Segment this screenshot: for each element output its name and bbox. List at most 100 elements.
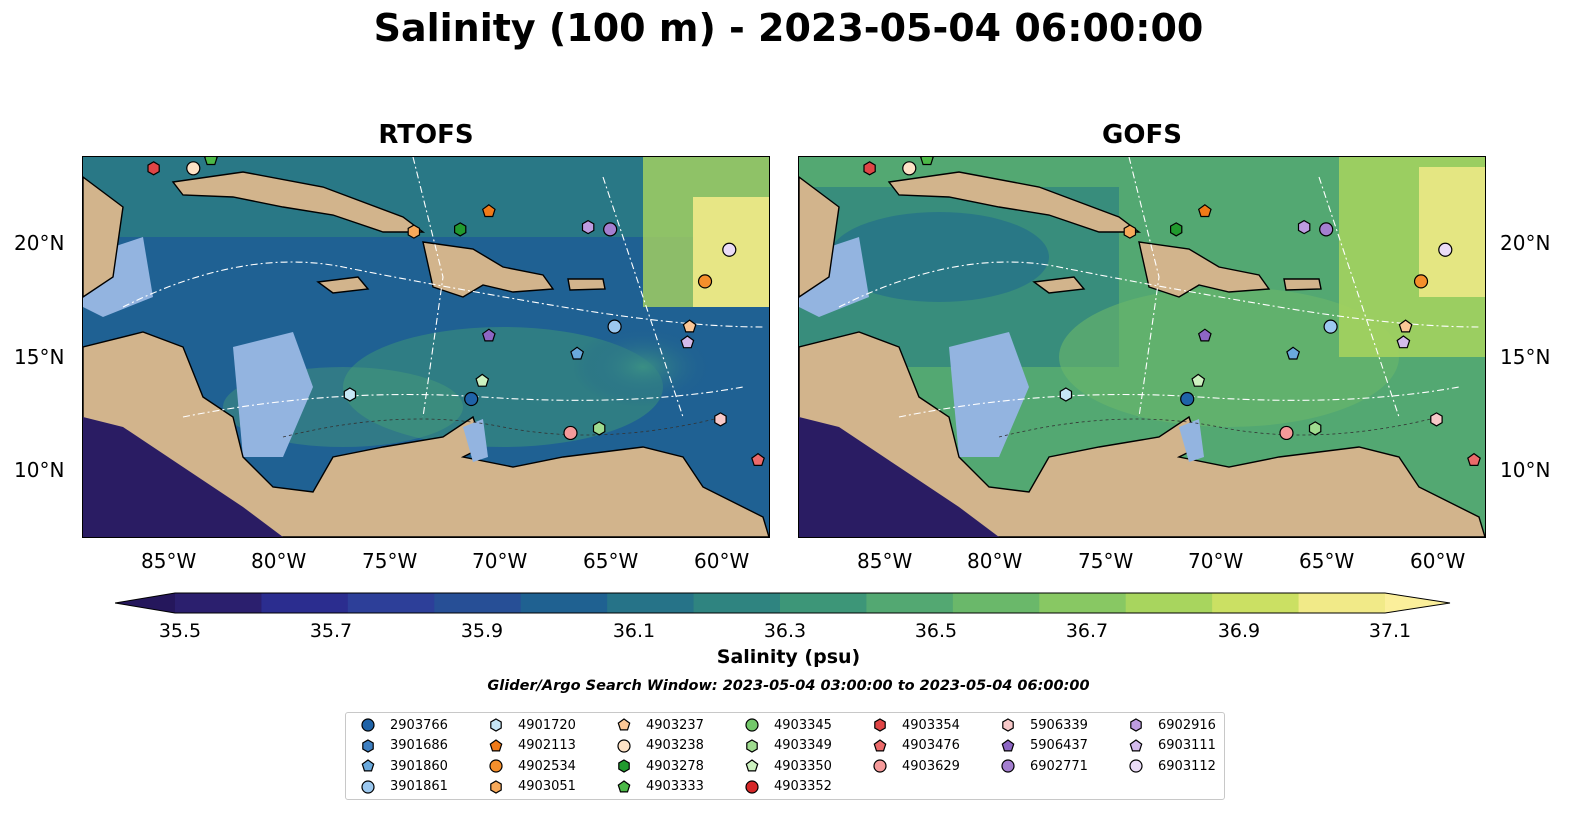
lon-tick-label: 75°W bbox=[362, 549, 418, 573]
legend-item: 4903354 bbox=[872, 715, 960, 735]
colorbar-tick-label: 35.5 bbox=[158, 620, 202, 642]
float-marker[interactable] bbox=[697, 274, 713, 289]
float-marker[interactable] bbox=[570, 346, 585, 360]
float-marker[interactable] bbox=[464, 391, 479, 407]
float-marker[interactable] bbox=[481, 204, 496, 218]
float-marker[interactable] bbox=[1297, 219, 1311, 235]
float-marker[interactable] bbox=[1413, 274, 1429, 289]
lat-tick-label: 20°N bbox=[1500, 231, 1551, 255]
eddy-field bbox=[1059, 287, 1399, 427]
float-marker[interactable] bbox=[475, 373, 490, 387]
land-jamaica bbox=[1032, 276, 1086, 294]
shelf bbox=[949, 332, 1029, 457]
colorbar-segment bbox=[1212, 593, 1300, 613]
boundary-line bbox=[412, 157, 444, 418]
float-legend: 2903766 3901686 3901860 3901861 4901720 49021… bbox=[345, 712, 1225, 800]
float-marker[interactable] bbox=[607, 319, 622, 334]
float-marker[interactable] bbox=[1430, 412, 1443, 427]
legend-label: 4903278 bbox=[646, 758, 704, 774]
lon-tick-label: 65°W bbox=[583, 549, 639, 573]
float-marker[interactable] bbox=[147, 161, 160, 176]
float-marker[interactable] bbox=[1467, 452, 1481, 466]
hexagon-marker-icon bbox=[618, 759, 630, 773]
legend-item: 5906437 bbox=[1000, 736, 1088, 756]
float-marker[interactable] bbox=[1279, 425, 1294, 441]
circle-marker-icon bbox=[873, 759, 887, 773]
map-rtofs[interactable] bbox=[82, 156, 770, 538]
legend-label: 4903237 bbox=[646, 717, 704, 733]
legend-label: 4903349 bbox=[774, 738, 832, 753]
lat-tick-label: 15°N bbox=[1500, 345, 1551, 369]
legend-label: 4903629 bbox=[902, 758, 960, 774]
float-marker[interactable] bbox=[1323, 319, 1338, 334]
legend-label: 4901720 bbox=[518, 717, 576, 733]
legend-label: 4903352 bbox=[774, 779, 832, 794]
float-marker[interactable] bbox=[751, 452, 765, 466]
legend-label: 4903350 bbox=[774, 758, 832, 774]
float-marker[interactable] bbox=[1059, 387, 1073, 402]
float-marker[interactable] bbox=[581, 219, 595, 235]
land-central-south-america bbox=[83, 331, 769, 537]
float-marker[interactable] bbox=[1396, 335, 1411, 349]
lon-tick-label: 70°W bbox=[472, 549, 528, 573]
colorbar-tick-label: 36.1 bbox=[612, 620, 656, 642]
boundary-line bbox=[1318, 176, 1400, 418]
circle-marker-icon bbox=[745, 718, 759, 732]
legend-label: 6902771 bbox=[1030, 758, 1088, 774]
land-yucatan bbox=[83, 176, 124, 298]
float-marker[interactable] bbox=[714, 412, 727, 427]
float-marker[interactable] bbox=[592, 421, 606, 436]
legend-label: 6903112 bbox=[1158, 758, 1216, 774]
float-marker[interactable] bbox=[454, 222, 467, 237]
float-marker[interactable] bbox=[1319, 222, 1334, 237]
legend-label: 3901860 bbox=[390, 758, 448, 774]
float-marker[interactable] bbox=[1197, 204, 1212, 218]
land-yucatan bbox=[799, 176, 840, 298]
float-marker[interactable] bbox=[343, 387, 357, 402]
float-marker[interactable] bbox=[1180, 391, 1195, 407]
land-jamaica bbox=[316, 276, 370, 294]
legend-item: 4903237 bbox=[616, 715, 704, 735]
float-marker[interactable] bbox=[1308, 421, 1322, 436]
float-marker[interactable] bbox=[407, 224, 421, 239]
float-marker[interactable] bbox=[204, 157, 218, 166]
float-marker[interactable] bbox=[682, 319, 697, 333]
float-marker[interactable] bbox=[920, 157, 934, 166]
bathymetry-contour bbox=[282, 416, 724, 438]
float-marker[interactable] bbox=[186, 161, 201, 176]
float-marker[interactable] bbox=[722, 242, 737, 257]
eddy-field bbox=[829, 212, 1049, 302]
float-marker[interactable] bbox=[680, 335, 695, 349]
legend-item: 6902916 bbox=[1128, 715, 1216, 735]
colorbar-tick-label: 35.7 bbox=[309, 620, 353, 642]
float-marker[interactable] bbox=[863, 161, 876, 176]
legend-item: 4903051 bbox=[488, 777, 576, 797]
float-marker[interactable] bbox=[902, 161, 917, 176]
colorbar-segment bbox=[866, 593, 954, 613]
lon-tick-label: 85°W bbox=[857, 549, 913, 573]
map-gofs[interactable] bbox=[798, 156, 1486, 538]
float-marker[interactable] bbox=[1123, 224, 1137, 239]
float-marker[interactable] bbox=[1438, 242, 1453, 257]
pentagon-marker-icon bbox=[489, 738, 503, 751]
float-marker[interactable] bbox=[1170, 222, 1183, 237]
colorbar-extend-high bbox=[1385, 593, 1450, 613]
float-marker[interactable] bbox=[1191, 373, 1206, 387]
map-rtofs-canvas bbox=[83, 157, 769, 537]
land-puerto-rico bbox=[1283, 278, 1322, 291]
float-marker[interactable] bbox=[481, 328, 496, 342]
bathymetry-contour bbox=[998, 416, 1440, 438]
float-marker[interactable] bbox=[1286, 346, 1301, 360]
float-marker[interactable] bbox=[563, 425, 578, 441]
pentagon-marker-icon bbox=[361, 759, 375, 772]
legend-label: 4903333 bbox=[646, 779, 704, 794]
colorbar-tick-label: 36.3 bbox=[763, 620, 807, 642]
float-marker[interactable] bbox=[603, 222, 618, 237]
figure-title: Salinity (100 m) - 2023-05-04 06:00:00 bbox=[373, 6, 1204, 50]
float-marker[interactable] bbox=[1398, 319, 1413, 333]
legend-item: 3901686 bbox=[360, 736, 448, 756]
float-marker[interactable] bbox=[1197, 328, 1212, 342]
colorbar-segment bbox=[693, 593, 781, 613]
lon-tick-label: 70°W bbox=[1188, 549, 1244, 573]
colorbar-label: Salinity (psu) bbox=[716, 646, 861, 668]
